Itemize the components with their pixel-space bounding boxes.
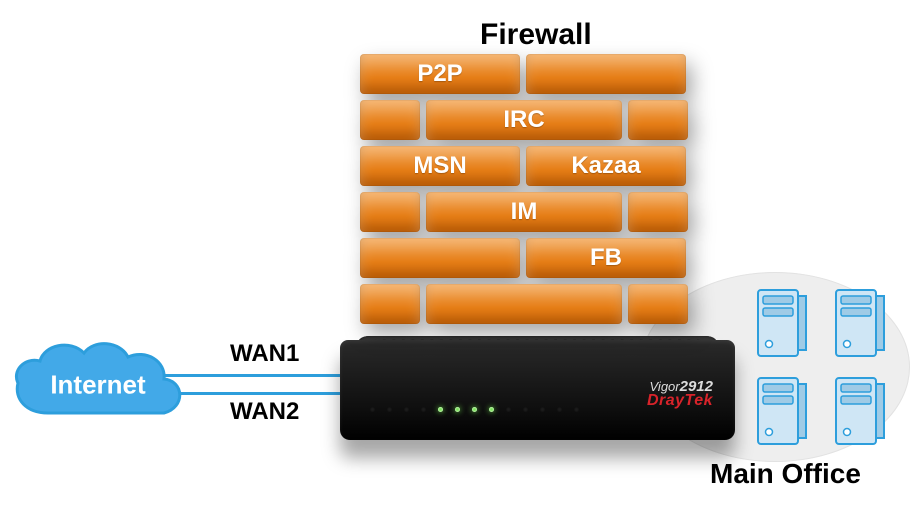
brick-empty bbox=[360, 192, 420, 232]
brick-im: IM bbox=[426, 192, 622, 232]
brick-empty bbox=[360, 100, 420, 140]
brick-empty bbox=[628, 100, 688, 140]
wall-row: P2P bbox=[360, 54, 690, 94]
brick-p2p: P2P bbox=[360, 54, 520, 94]
server-icon bbox=[755, 372, 809, 452]
server-icon bbox=[833, 284, 887, 364]
firewall-wall: P2P IRC MSN Kazaa IM FB bbox=[360, 54, 690, 334]
server-icon bbox=[833, 372, 887, 452]
brick-irc: IRC bbox=[426, 100, 622, 140]
diagram-stage: Firewall Internet WAN1 WAN2 Vigor2912 Dr… bbox=[0, 0, 922, 506]
wall-row: FB bbox=[360, 238, 690, 278]
brick-empty bbox=[426, 284, 622, 324]
brick-empty bbox=[628, 284, 688, 324]
brick-kazaa: Kazaa bbox=[526, 146, 686, 186]
brick-fb: FB bbox=[526, 238, 686, 278]
brick-empty bbox=[360, 284, 420, 324]
wall-row: IM bbox=[360, 192, 690, 232]
firewall-title: Firewall bbox=[480, 18, 592, 52]
internet-label: Internet bbox=[8, 370, 188, 401]
wan2-label: WAN2 bbox=[230, 398, 299, 426]
internet-cloud: Internet bbox=[8, 335, 188, 435]
wall-row: MSN Kazaa bbox=[360, 146, 690, 186]
router-front-panel: Vigor2912 DrayTek bbox=[340, 340, 735, 440]
wall-row bbox=[360, 284, 690, 324]
router-brand-label: DrayTek bbox=[647, 392, 713, 410]
brick-empty bbox=[526, 54, 686, 94]
wan1-label: WAN1 bbox=[230, 340, 299, 368]
wall-row: IRC bbox=[360, 100, 690, 140]
server-icon bbox=[755, 284, 809, 364]
router-led-strip bbox=[370, 407, 579, 412]
brick-msn: MSN bbox=[360, 146, 520, 186]
brick-empty bbox=[628, 192, 688, 232]
main-office-title: Main Office bbox=[710, 458, 861, 490]
brick-empty bbox=[360, 238, 520, 278]
